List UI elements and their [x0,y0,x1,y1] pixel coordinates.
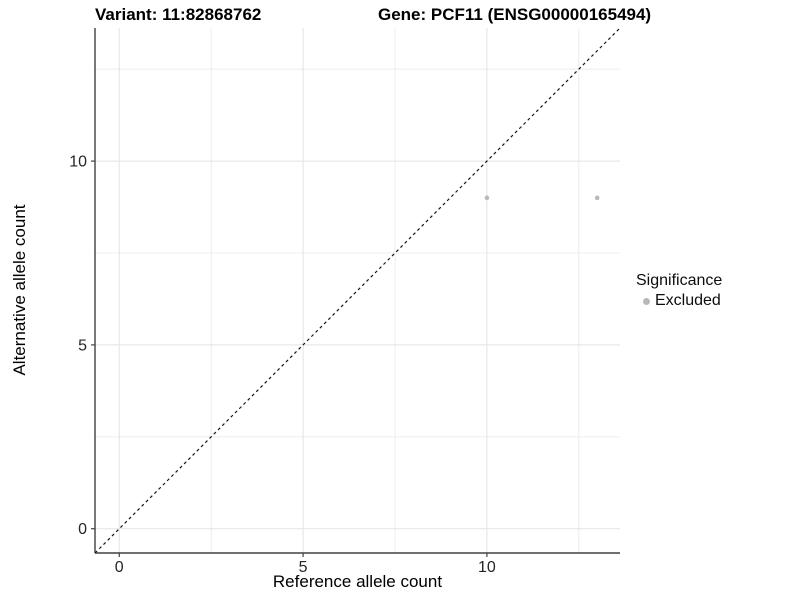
legend: Significance Excluded [636,270,722,311]
legend-point-icon [643,297,650,305]
gene-title: Gene: PCF11 (ENSG00000165494) [378,5,652,24]
x-tick-label: 5 [299,559,308,576]
x-tick-label: 10 [478,559,496,576]
data-point [484,195,490,201]
identity-reference-line [94,27,621,554]
data-point [594,195,600,201]
y-tick-label: 0 [78,521,87,538]
variant-title: Variant: 11:82868762 [95,5,262,24]
legend-title: Significance [636,272,723,289]
y-tick-label: 5 [78,337,87,354]
legend-entry-excluded: Excluded [636,291,722,311]
y-tick-label: 10 [69,154,87,171]
x-tick-label: 0 [115,559,124,576]
x-axis-label: Reference allele count [272,572,443,591]
y-axis-label: Alternative allele count [10,204,29,376]
legend-entry-label: Excluded [655,292,721,309]
